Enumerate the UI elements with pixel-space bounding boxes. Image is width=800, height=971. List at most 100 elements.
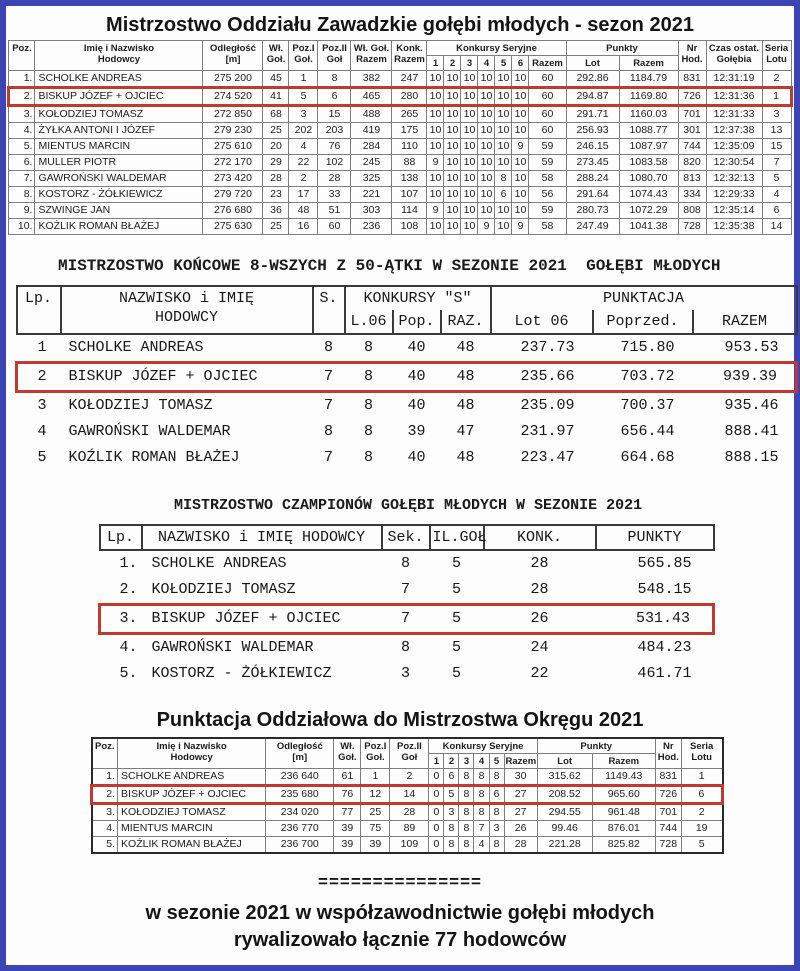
table-cell: 728 [677, 218, 707, 235]
table-cell: 8 [323, 423, 333, 440]
column-header: Poz.I Goł. [288, 40, 319, 71]
table-cell: 10 [460, 170, 479, 187]
column-header: PUNKTY [594, 524, 715, 551]
table-row: 2 BISKUP JÓZEF + OJCIEC 7 8 40 48 235.66 703.72… [15, 361, 799, 393]
table-cell: 28 [389, 803, 430, 821]
column-header: 1 [428, 753, 445, 769]
table-cell: 28 [262, 170, 290, 187]
table-cell: 41 [262, 86, 290, 107]
table-cell: 10 [511, 122, 530, 139]
table-cell: 76 [317, 138, 352, 155]
table-cell: 10 [443, 170, 462, 187]
column-group-header: Konkursy Seryjne [428, 737, 538, 754]
table-cell: 7 [323, 449, 333, 466]
table-cell: 107 [391, 186, 428, 203]
table-cell: 12:31:19 [705, 70, 763, 88]
table-cell: 5 [451, 639, 461, 656]
table-cell: 656.44 [620, 423, 675, 440]
table-cell: MIENTUS MARCIN [117, 820, 267, 837]
table-cell: 12:35:38 [705, 218, 763, 235]
column-header: Razem [618, 55, 679, 71]
table-cell: 292.86 [565, 70, 620, 88]
oddzial-results-table: Poz. Imię i Nazwisko Hodowcy Odległość [m]… [7, 40, 793, 235]
table-cell: 8 [494, 170, 513, 187]
table-cell: 26 [483, 603, 596, 635]
table-cell: 59 [528, 202, 567, 219]
header-line: Poz.II [322, 43, 347, 54]
table-cell: 8 [443, 820, 460, 837]
table-cell: 1087.97 [618, 138, 679, 155]
table-cell: 4. [90, 820, 119, 837]
column-header: Poprzed. [591, 310, 694, 335]
column-header: Konk. Razem [391, 40, 428, 71]
table-cell: 77 [333, 803, 362, 821]
column-header: Razem [528, 55, 567, 71]
table-cell: 247 [391, 70, 428, 88]
table-cell: 58 [528, 170, 567, 187]
table-cell: 5 [429, 603, 484, 635]
table-cell: 24 [530, 639, 549, 656]
table-cell: 40 [407, 397, 426, 414]
table-cell: 10 [460, 138, 479, 155]
table-cell: 10 [511, 186, 530, 203]
table-cell: 12:29:33 [705, 186, 763, 203]
table-cell: SCHOLKE ANDREAS [117, 768, 267, 786]
table-cell: 275 610 [202, 138, 264, 155]
table-cell: 1. [90, 768, 119, 786]
table-cell: 2 [680, 803, 724, 821]
header-line: Lotu [766, 54, 787, 65]
column-header: Poz.II Goł [389, 737, 430, 769]
table-cell: 234 020 [265, 803, 335, 821]
table-cell: 1. [8, 70, 36, 88]
table-cell: 279 230 [202, 122, 264, 139]
table-cell: 2. [119, 581, 138, 598]
table-cell: 51 [317, 202, 352, 219]
table-row: 1 SCHOLKE ANDREAS 8 8 40 48 237.73 715.80 953.53 [17, 334, 797, 363]
table-cell: 9 [511, 138, 530, 155]
table-cell: 39 [333, 820, 362, 837]
table-cell: 48 [456, 339, 475, 356]
table-cell: 245 [350, 154, 393, 171]
table-cell: 99.46 [536, 820, 593, 837]
table-cell: 8 [363, 423, 373, 440]
table-cell: 10 [460, 202, 479, 219]
table-cell: 20 [262, 138, 290, 155]
table-cell: 7 [312, 361, 345, 393]
czampiony-table-header: Lp. NAZWISKO i IMIĘ HODOWCY Sek. IL.GOŁ … [98, 524, 715, 551]
column-header: Poz. [90, 737, 119, 769]
table-cell: 60 [528, 86, 567, 107]
column-header: RAZ. [439, 310, 492, 335]
table-cell: 1 [288, 70, 319, 88]
header-line: Wł. Goł. [353, 43, 390, 54]
table-cell: 8 [488, 768, 505, 786]
table-cell: 58 [528, 218, 567, 235]
table-cell: 221.28 [536, 836, 593, 854]
table-cell: 3 [443, 803, 460, 821]
table-cell: 110 [391, 138, 428, 155]
table-cell: 288.24 [565, 170, 620, 187]
table-cell: 284 [350, 138, 393, 155]
table-cell: 25 [262, 218, 290, 235]
table-cell: 10 [460, 105, 479, 123]
table-cell: 48 [288, 202, 319, 219]
table-cell: 5. [119, 665, 138, 682]
header-line: NAZWISKO i IMIĘ [118, 290, 255, 307]
column-header: Czas ostat. Gołębia [705, 40, 763, 71]
table-cell: BISKUP JÓZEF + OJCIEC [34, 86, 204, 107]
table-cell: 3 [761, 105, 792, 123]
column-header: NAZWISKO i IMIĘ HODOWCY [59, 285, 314, 335]
table-cell: 0 [428, 768, 445, 786]
table-cell: 10 [426, 86, 445, 107]
table-cell: 235 680 [265, 784, 335, 805]
table-cell: 10 [511, 170, 530, 187]
table-cell: 272 170 [202, 154, 264, 171]
table-cell: 715.80 [620, 339, 675, 356]
column-header: Sek. [380, 524, 431, 551]
table-cell: 17 [288, 186, 319, 203]
table-cell: 831 [677, 70, 707, 88]
table-cell: 14 [761, 218, 792, 235]
table-row: 7. GAWROŃSKI WALDEMAR 273 420 28 2 28 325 138 10… [8, 170, 792, 187]
table-cell: 48 [456, 449, 475, 466]
table-cell: 8 [458, 803, 475, 821]
koncowe-title: MISTRZOSTWO KOŃCOWE 8-WSZYCH Z 50-ĄTKI W… [58, 257, 721, 275]
